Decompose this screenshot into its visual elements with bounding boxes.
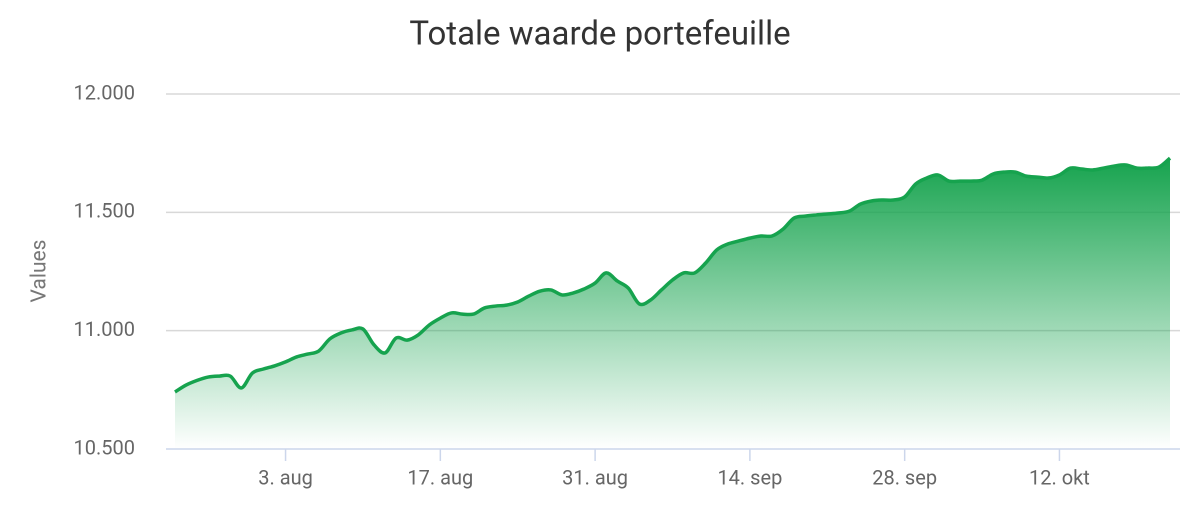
x-tick-label: 17. aug [407, 465, 473, 489]
y-tick-label: 11.500 [74, 199, 135, 223]
x-tick-label: 14. sep [717, 465, 782, 489]
chart-title: Totale waarde portefeuille [409, 15, 790, 54]
y-tick-label: 11.000 [74, 317, 135, 341]
x-tick-label: 31. aug [562, 465, 628, 489]
area-fill [175, 158, 1170, 450]
y-tick-label: 12.000 [74, 80, 135, 104]
y-tick-label: 10.500 [74, 435, 135, 459]
x-tick-label: 28. sep [872, 465, 937, 489]
y-axis-title: Values [28, 240, 52, 303]
x-tick-label: 12. okt [1029, 465, 1090, 489]
x-tick-label: 3. aug [258, 465, 313, 489]
series-line [174, 156, 1172, 394]
